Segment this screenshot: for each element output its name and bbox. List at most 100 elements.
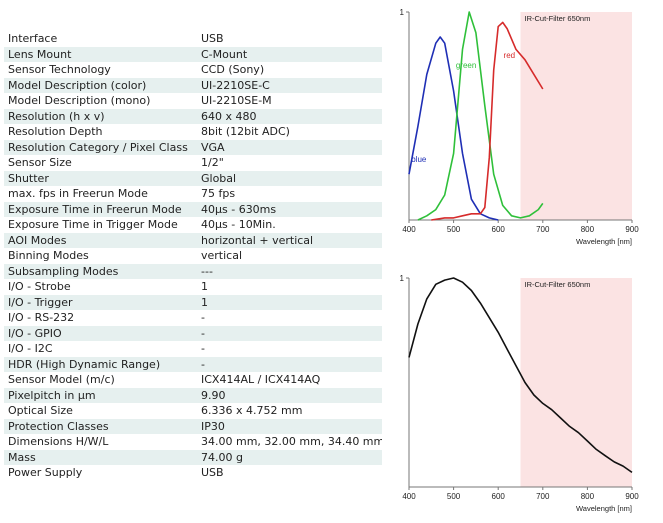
y-tick-label: 1 xyxy=(400,274,405,283)
spec-row: I/O - Strobe 1 xyxy=(4,279,382,295)
spec-label: Model Description (mono) xyxy=(4,93,197,109)
series-line-blue xyxy=(408,36,499,221)
spec-row: Sensor Size 1/2" xyxy=(4,155,382,171)
spec-value: Global xyxy=(197,170,382,186)
spec-row: Mass 74.00 g xyxy=(4,449,382,465)
spec-label: Exposure Time in Trigger Mode xyxy=(4,217,197,233)
spec-row: Lens Mount C-Mount xyxy=(4,46,382,62)
spec-label: Power Supply xyxy=(4,465,197,481)
spec-label: I/O - Strobe xyxy=(4,279,197,295)
spec-table: Interface USB Lens Mount C-Mount Sensor Tech… xyxy=(4,31,382,481)
spec-row: Power Supply USB xyxy=(4,465,382,481)
spec-row: Subsampling Modes --- xyxy=(4,263,382,279)
spec-row: Interface USB xyxy=(4,31,382,47)
spec-value: 8bit (12bit ADC) xyxy=(197,124,382,140)
spec-label: I/O - GPIO xyxy=(4,325,197,341)
spec-value: 640 x 480 xyxy=(197,108,382,124)
spec-label: Model Description (color) xyxy=(4,77,197,93)
x-tick-label: 800 xyxy=(581,492,595,501)
spec-value: USB xyxy=(197,465,382,481)
spec-row: I/O - RS-232- xyxy=(4,310,382,326)
spec-table-body: Interface USB Lens Mount C-Mount Sensor Tech… xyxy=(4,31,382,481)
spec-row: Pixelpitch in µm 9.90 xyxy=(4,387,382,403)
spec-value: 9.90 xyxy=(197,387,382,403)
spec-label: I/O - I2C xyxy=(4,341,197,357)
series-label-blue: blue xyxy=(411,155,427,164)
spec-label: Pixelpitch in µm xyxy=(4,387,197,403)
spec-label: Lens Mount xyxy=(4,46,197,62)
spec-row: I/O - Trigger 1 xyxy=(4,294,382,310)
spec-value: C-Mount xyxy=(197,46,382,62)
spec-value: vertical xyxy=(197,248,382,264)
series-label-red: red xyxy=(504,51,516,60)
spec-value: 40µs - 630ms xyxy=(197,201,382,217)
spec-label: Sensor Model (m/c) xyxy=(4,372,197,388)
y-tick-label: 1 xyxy=(400,8,405,17)
series-line-s0 xyxy=(408,277,633,474)
spec-value: - xyxy=(197,356,382,372)
spec-row: I/O - I2C - xyxy=(4,341,382,357)
x-tick-label: 600 xyxy=(492,492,506,501)
spec-value: CCD (Sony) xyxy=(197,62,382,78)
x-tick-label: 400 xyxy=(402,225,416,234)
spec-label: Shutter xyxy=(4,170,197,186)
spec-label: Interface xyxy=(4,31,197,47)
spec-row: Shutter Global xyxy=(4,170,382,186)
spectral-response-color-chart: IR-Cut-Filter 650nm 400 500 600 700 800 900 1 Wa… xyxy=(400,8,640,246)
x-tick-label: 700 xyxy=(536,492,550,501)
spec-label: Sensor Size xyxy=(4,155,197,171)
spec-row: Resolution Category / Pixel Class VGA xyxy=(4,139,382,155)
x-tick-label: 700 xyxy=(536,225,550,234)
spec-label: HDR (High Dynamic Range) xyxy=(4,356,197,372)
spec-row: max. fps in Freerun Mode 75 fps xyxy=(4,186,382,202)
spec-value: UI-2210SE-M xyxy=(197,93,382,109)
spectral-response-mono-chart: IR-Cut-Filter 650nm 400 500 600 700 800 900 1 Wa… xyxy=(400,274,640,513)
spec-label: max. fps in Freerun Mode xyxy=(4,186,197,202)
ir-cut-region xyxy=(520,278,632,487)
series-label-green: green xyxy=(456,61,476,70)
spec-value: horizontal + vertical xyxy=(197,232,382,248)
x-tick-label: 500 xyxy=(447,492,461,501)
spec-value: - xyxy=(197,341,382,357)
spec-row: HDR (High Dynamic Range) - xyxy=(4,356,382,372)
spec-value: VGA xyxy=(197,139,382,155)
spec-value: USB xyxy=(197,31,382,47)
spec-value: 34.00 mm, 32.00 mm, 34.40 mm xyxy=(197,434,382,450)
spec-row: Model Description (color) UI-2210SE-C xyxy=(4,77,382,93)
spec-value: 1 xyxy=(197,294,382,310)
x-tick-label: 800 xyxy=(581,225,595,234)
spec-row: AOI Modes horizontal + vertical xyxy=(4,232,382,248)
spec-row: Resolution Depth 8bit (12bit ADC) xyxy=(4,124,382,140)
spec-label: Exposure Time in Freerun Mode xyxy=(4,201,197,217)
spec-value: 74.00 g xyxy=(197,449,382,465)
spec-value: --- xyxy=(197,263,382,279)
x-tick-label: 900 xyxy=(625,225,639,234)
spec-value: 1/2" xyxy=(197,155,382,171)
spec-value: ICX414AL / ICX414AQ xyxy=(197,372,382,388)
spec-label: Sensor Technology xyxy=(4,62,197,78)
spec-row: Dimensions H/W/L 34.00 mm, 32.00 mm, 34.4… xyxy=(4,434,382,450)
x-axis-label: Wavelength [nm] xyxy=(576,237,632,246)
ir-cut-label: IR-Cut-Filter 650nm xyxy=(525,14,591,23)
series-line-red xyxy=(431,21,544,221)
spec-value: 6.336 x 4.752 mm xyxy=(197,403,382,419)
spec-value: 1 xyxy=(197,279,382,295)
spec-label: Resolution Category / Pixel Class xyxy=(4,139,197,155)
spec-label: Optical Size xyxy=(4,403,197,419)
spec-row: Protection Classes IP30 xyxy=(4,418,382,434)
spec-row: Exposure Time in Freerun Mode 40µs - 630m… xyxy=(4,201,382,217)
series-line-green xyxy=(417,11,544,221)
ir-cut-region xyxy=(520,12,632,220)
spec-label: Dimensions H/W/L xyxy=(4,434,197,450)
spec-label: Binning Modes xyxy=(4,248,197,264)
x-tick-label: 900 xyxy=(625,492,639,501)
spec-value: 40µs - 10Min. xyxy=(197,217,382,233)
x-tick-label: 500 xyxy=(447,225,461,234)
spec-label: Resolution (h x v) xyxy=(4,108,197,124)
spec-label: I/O - Trigger xyxy=(4,294,197,310)
spec-row: Sensor Technology CCD (Sony) xyxy=(4,62,382,78)
spec-row: Optical Size 6.336 x 4.752 mm xyxy=(4,403,382,419)
spec-value: - xyxy=(197,325,382,341)
spec-label: Resolution Depth xyxy=(4,124,197,140)
spec-row: I/O - GPIO - xyxy=(4,325,382,341)
